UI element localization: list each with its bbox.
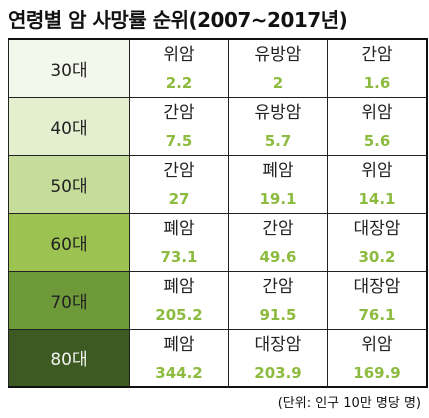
cancer-type: 간암 — [163, 161, 195, 181]
cancer-type: 간암 — [361, 45, 393, 66]
rank-cell: 간암 91.5 — [228, 270, 328, 330]
table-row: 80대 폐암 344.2 대장암 203.9 위암 169.9 — [8, 328, 428, 388]
death-rate-value: 344.2 — [155, 363, 203, 382]
cancer-death-rank-table: 30대 위암 2.2 유방암 2 간암 1.6 40대 간암 7.5 유방암 5.7 위암… — [8, 38, 428, 388]
age-group-cell: 50대 — [8, 154, 130, 214]
rank-cell: 대장암 203.9 — [228, 328, 328, 388]
death-rate-value: 169.9 — [353, 363, 401, 382]
age-group-cell: 80대 — [8, 328, 130, 388]
rank-cell: 대장암 76.1 — [327, 270, 428, 330]
table-row: 60대 폐암 73.1 간암 49.6 대장암 30.2 — [8, 212, 428, 272]
age-group-cell: 70대 — [8, 270, 130, 330]
cancer-type: 위암 — [361, 161, 393, 181]
death-rate-value: 91.5 — [259, 306, 297, 324]
death-rate-value: 49.6 — [259, 248, 297, 266]
death-rate-value: 2 — [272, 74, 284, 93]
cancer-type: 위암 — [163, 45, 195, 66]
cancer-type: 대장암 — [254, 334, 302, 355]
table-row: 40대 간암 7.5 유방암 5.7 위암 5.6 — [8, 96, 428, 156]
rank-cell: 간암 1.6 — [327, 38, 428, 98]
cancer-type: 위암 — [361, 103, 393, 123]
cancer-type: 간암 — [163, 103, 195, 123]
rank-cell: 간암 7.5 — [129, 96, 229, 156]
rank-cell: 폐암 73.1 — [129, 212, 229, 272]
rank-cell: 폐암 19.1 — [228, 154, 328, 214]
cancer-type: 폐암 — [163, 334, 195, 355]
cancer-type: 유방암 — [254, 45, 302, 66]
death-rate-value: 7.5 — [165, 132, 193, 150]
death-rate-value: 5.6 — [363, 132, 391, 150]
cancer-type: 간암 — [262, 219, 294, 239]
death-rate-value: 76.1 — [358, 306, 396, 324]
cancer-type: 대장암 — [353, 277, 401, 297]
death-rate-value: 203.9 — [254, 363, 302, 382]
age-group-cell: 40대 — [8, 96, 130, 156]
death-rate-value: 5.7 — [264, 132, 292, 150]
death-rate-value: 73.1 — [160, 248, 198, 266]
rank-cell: 위암 2.2 — [129, 38, 229, 98]
death-rate-value: 1.6 — [363, 74, 391, 93]
rank-cell: 위암 5.6 — [327, 96, 428, 156]
death-rate-value: 27 — [168, 190, 190, 208]
table-row: 30대 위암 2.2 유방암 2 간암 1.6 — [8, 38, 428, 98]
rank-cell: 간암 27 — [129, 154, 229, 214]
cancer-type: 폐암 — [262, 161, 294, 181]
rank-cell: 간암 49.6 — [228, 212, 328, 272]
age-group-cell: 30대 — [8, 38, 130, 98]
death-rate-value: 14.1 — [358, 190, 396, 208]
rank-cell: 위암 169.9 — [327, 328, 428, 388]
rank-cell: 폐암 344.2 — [129, 328, 229, 388]
rank-cell: 유방암 5.7 — [228, 96, 328, 156]
cancer-type: 위암 — [361, 334, 393, 355]
death-rate-value: 19.1 — [259, 190, 297, 208]
rank-cell: 대장암 30.2 — [327, 212, 428, 272]
rank-cell: 위암 14.1 — [327, 154, 428, 214]
cancer-type: 간암 — [262, 277, 294, 297]
unit-footnote: (단위: 인구 10만 명당 명) — [277, 396, 421, 411]
cancer-type: 유방암 — [254, 103, 302, 123]
table-row: 50대 간암 27 폐암 19.1 위암 14.1 — [8, 154, 428, 214]
death-rate-value: 205.2 — [155, 306, 203, 324]
age-group-cell: 60대 — [8, 212, 130, 272]
death-rate-value: 2.2 — [165, 74, 193, 93]
death-rate-value: 30.2 — [358, 248, 396, 266]
cancer-type: 폐암 — [163, 277, 195, 297]
cancer-type: 대장암 — [353, 219, 401, 239]
cancer-type: 폐암 — [163, 219, 195, 239]
rank-cell: 폐암 205.2 — [129, 270, 229, 330]
page-title: 연령별 암 사망률 순위(2007~2017년) — [8, 8, 348, 32]
table-row: 70대 폐암 205.2 간암 91.5 대장암 76.1 — [8, 270, 428, 330]
rank-cell: 유방암 2 — [228, 38, 328, 98]
